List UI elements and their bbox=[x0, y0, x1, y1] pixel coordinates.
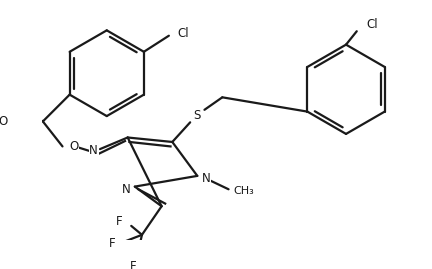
Text: F: F bbox=[130, 260, 137, 269]
Text: CH₃: CH₃ bbox=[233, 186, 254, 196]
Text: N: N bbox=[89, 144, 98, 157]
Text: F: F bbox=[108, 237, 115, 250]
Text: O: O bbox=[70, 140, 79, 153]
Text: F: F bbox=[116, 215, 122, 228]
Text: S: S bbox=[194, 109, 201, 122]
Text: N: N bbox=[121, 183, 130, 196]
Text: O: O bbox=[0, 115, 7, 128]
Text: N: N bbox=[202, 172, 210, 185]
Text: Cl: Cl bbox=[367, 17, 378, 31]
Text: Cl: Cl bbox=[178, 27, 189, 40]
